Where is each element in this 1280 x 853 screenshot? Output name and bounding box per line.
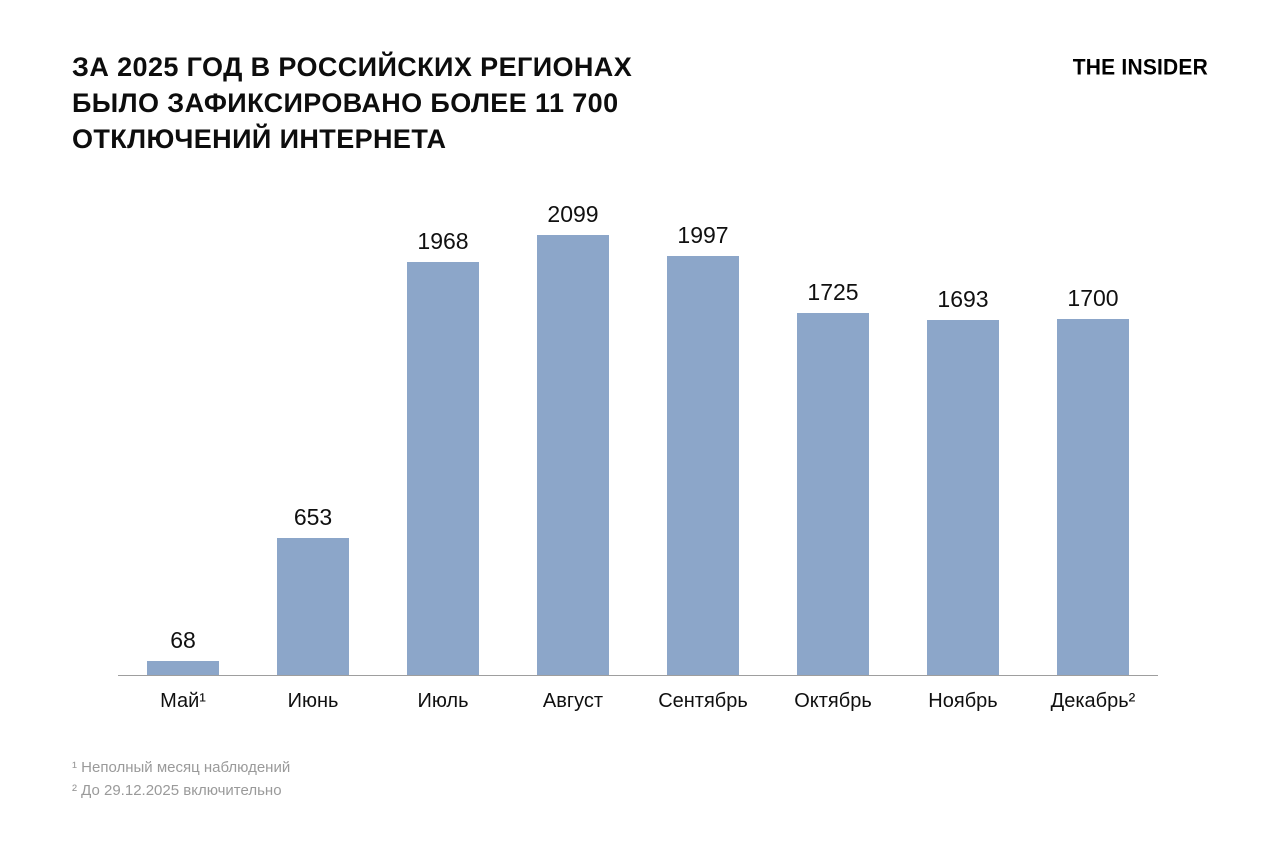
page-title-line-3: ОТКЛЮЧЕНИЙ ИНТЕРНЕТА [72, 123, 447, 154]
bar [667, 256, 739, 675]
x-axis-label: Декабрь² [1050, 690, 1136, 712]
bar-column: 1700 [1028, 285, 1158, 675]
the-insider-logo: THE INSIDER [1072, 55, 1208, 80]
x-axis-label: Июнь [287, 690, 339, 712]
page-title-line-2: БЫЛО ЗАФИКСИРОВАНО БОЛЕЕ 11 700 [72, 87, 619, 118]
chart-plot-area: 68 653 1968 2099 1997 1725 1693 1700 [118, 196, 1158, 676]
x-axis-label: Июль [417, 690, 469, 712]
bar-chart: 68 653 1968 2099 1997 1725 1693 1700 Май¹ Июнь Ию… [118, 196, 1158, 713]
footnote-1: ¹ Неполный месяц наблюдений [72, 759, 291, 776]
x-axis-label: Октябрь [794, 690, 872, 712]
bar-column: 1968 [378, 228, 508, 675]
page-title: ЗА 2025 ГОД В РОССИЙСКИХ РЕГИОНАХ БЫЛО З… [72, 50, 632, 158]
footnotes: ¹ Неполный месяц наблюдений ² До 29.12.2… [72, 756, 290, 803]
bar-column: 2099 [508, 201, 638, 675]
page-title-line-1: ЗА 2025 ГОД В РОССИЙСКИХ РЕГИОНАХ [72, 52, 633, 82]
bar [537, 235, 609, 675]
chart-x-axis-labels: Май¹ Июнь Июль Август Сентябрь Октябрь Ноябрь Д… [118, 676, 1158, 713]
bar-value-label: 1700 [1067, 285, 1119, 311]
bar [407, 262, 479, 675]
bar-column: 653 [248, 504, 378, 675]
bar-column: 1997 [638, 222, 768, 675]
bar-column: 1693 [898, 286, 1028, 675]
bar [277, 538, 349, 675]
bar-value-label: 1997 [677, 222, 729, 248]
bar-value-label: 68 [170, 627, 196, 653]
x-axis-label: Ноябрь [928, 690, 998, 712]
x-axis-label: Август [542, 690, 604, 712]
bar-value-label: 2099 [547, 201, 599, 227]
bar [797, 313, 869, 675]
bar [927, 320, 999, 675]
x-axis-label: Май¹ [160, 690, 206, 712]
bar-value-label: 1968 [417, 228, 469, 254]
bar-value-label: 1693 [937, 286, 989, 312]
bar [147, 661, 219, 675]
bar-value-label: 653 [293, 504, 333, 530]
x-axis-label: Сентябрь [658, 690, 748, 712]
bar-column: 68 [118, 627, 248, 675]
bar-value-label: 1725 [807, 279, 859, 305]
footnote-2: ² До 29.12.2025 включительно [72, 782, 282, 800]
bar [1057, 319, 1129, 675]
bar-column: 1725 [768, 279, 898, 675]
